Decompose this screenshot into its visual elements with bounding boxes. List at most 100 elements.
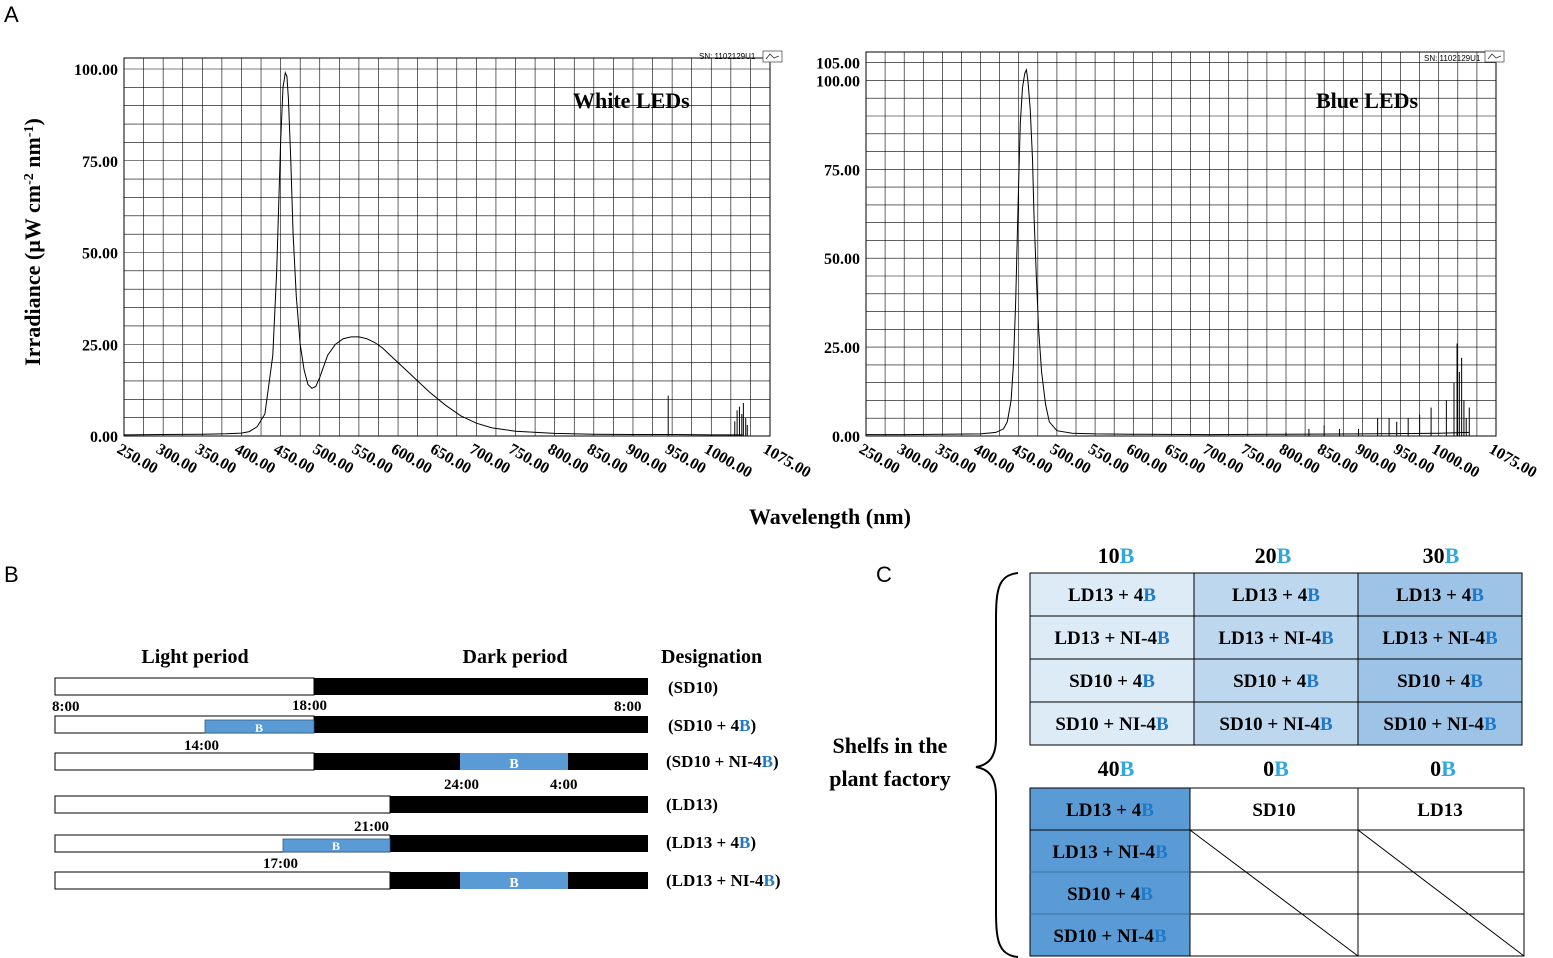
- x-tick-label: 350.00: [192, 441, 239, 478]
- shelf-cell-label: SD10 + 4B: [1233, 671, 1319, 692]
- x-tick-label: 850.00: [1314, 441, 1361, 478]
- dark-bar: [390, 796, 648, 813]
- shelf-cell-label: SD10 + NI-4B: [1383, 714, 1497, 735]
- chart-title-blue: Blue LEDs: [1316, 88, 1419, 113]
- x-tick-label: 950.00: [1391, 441, 1438, 478]
- control-label: SD10: [1252, 800, 1295, 821]
- blue-bar-mark: B: [509, 757, 518, 772]
- blue-bar-mark: B: [332, 839, 340, 853]
- x-tick-label: 500.00: [310, 441, 357, 478]
- x-tick-label: 500.00: [1047, 441, 1094, 478]
- x-tick-label: 350.00: [932, 441, 979, 478]
- shelf-header: 20B: [1255, 543, 1292, 568]
- time-label: 17:00: [263, 856, 298, 872]
- x-axis-title: Wavelength (nm): [749, 504, 911, 529]
- y-tick-label: 75.00: [824, 162, 860, 179]
- time-label: 24:00: [444, 777, 479, 793]
- shelf-header: 0B: [1430, 756, 1456, 781]
- dark-bar: [390, 835, 648, 852]
- top-cell-labels: LD13 + 4B LD13 + NI-4B SD10 + 4B SD10 + NI-…: [1054, 585, 1498, 735]
- designation-label: (LD13 + NI-4B): [666, 871, 781, 890]
- x-tick-label: 250.00: [856, 441, 903, 478]
- time-label: 8:00: [614, 699, 642, 715]
- y-tick-label: 100.00: [74, 62, 118, 79]
- shelf-cell-label: SD10 + 4B: [1067, 884, 1153, 905]
- x-tick-label: 400.00: [971, 441, 1018, 478]
- shelf-cell-label: LD13 + NI-4B: [1054, 628, 1170, 649]
- x-tick-labels: 250.00300.00350.00400.00450.00500.00550.…: [114, 441, 814, 482]
- noise-spikes: [1285, 343, 1470, 436]
- spectrum-line: [123, 70, 743, 436]
- designation-label: (SD10): [668, 678, 718, 697]
- shelf-grid-lines: [1029, 787, 1525, 957]
- shelf-cell-label: SD10 + NI-4B: [1053, 926, 1167, 947]
- x-tick-label: 1075.00: [760, 441, 814, 482]
- shelf-header: 0B: [1263, 756, 1289, 781]
- x-tick-label: 900.00: [623, 441, 670, 478]
- x-tick-label: 950.00: [662, 441, 709, 478]
- y-tick-label: 75.00: [82, 154, 118, 171]
- light-period-header: Light period: [141, 646, 248, 668]
- legend-glyph-icon: [1487, 53, 1502, 60]
- noise-spikes: [667, 395, 748, 436]
- y-tick-label: 0.00: [90, 429, 118, 446]
- x-tick-label: 400.00: [231, 441, 278, 478]
- shelf-cell-label: LD13 + 4B: [1066, 800, 1154, 821]
- shelf-header: 40B: [1098, 756, 1135, 781]
- shelf-caption-line2: plant factory: [829, 766, 951, 791]
- x-tick-label: 1000.00: [701, 441, 755, 482]
- shelf-cell-label: LD13 + 4B: [1068, 585, 1156, 606]
- dark-bar: [314, 716, 648, 733]
- serial-number: SN: 1102129U1: [699, 52, 756, 61]
- designation-label: (LD13 + 4B): [666, 833, 756, 852]
- dark-bar: [314, 678, 648, 695]
- y-tick-label: 25.00: [82, 337, 118, 354]
- shelf-cell-label: SD10 + 4B: [1397, 671, 1483, 692]
- time-label: 14:00: [184, 738, 219, 754]
- chart-frame: [123, 57, 771, 437]
- light-bar: [54, 752, 315, 771]
- blue-light-bar: [204, 719, 315, 734]
- x-tick-label: 800.00: [1276, 441, 1323, 478]
- brace-icon: [975, 572, 1019, 958]
- x-tick-label: 250.00: [114, 441, 161, 478]
- designation-label: (LD13): [666, 795, 718, 814]
- blue-bar-mark: B: [509, 876, 518, 891]
- bottom-cell-labels: LD13 + 4B LD13 + NI-4B SD10 + 4B SD10 + NI-…: [1052, 800, 1168, 947]
- grid-lines: [866, 52, 1496, 436]
- y-tick-label: 105.00: [816, 56, 860, 73]
- panel-label-c: C: [876, 562, 892, 587]
- y-tick-labels: 0.00 25.00 50.00 75.00 100.00: [74, 62, 118, 446]
- x-tick-label: 450.00: [1009, 441, 1056, 478]
- shelf-cell-label: SD10 + NI-4B: [1219, 714, 1333, 735]
- x-tick-labels: 250.00300.00350.00400.00450.00500.00550.…: [856, 441, 1540, 482]
- panel-label-a: A: [4, 2, 19, 27]
- shelf-cell-label: SD10 + NI-4B: [1055, 714, 1169, 735]
- chart-white-leds: 0.00 25.00 50.00 75.00 100.00 250.00300.0035…: [74, 50, 814, 482]
- x-tick-label: 700.00: [466, 441, 513, 478]
- y-tick-label: 100.00: [816, 73, 860, 90]
- y-tick-label: 50.00: [824, 251, 860, 268]
- x-tick-label: 550.00: [349, 441, 396, 478]
- panel-label-b: B: [4, 562, 19, 587]
- legend-glyph-icon: [765, 53, 780, 60]
- control-label: LD13: [1417, 800, 1462, 821]
- shelf-cell-label: LD13 + NI-4B: [1218, 628, 1334, 649]
- chart-frame: [865, 51, 1497, 437]
- light-bar: [54, 795, 391, 814]
- x-tick-label: 700.00: [1200, 441, 1247, 478]
- x-tick-label: 600.00: [1123, 441, 1170, 478]
- blue-light-bar: [460, 753, 568, 770]
- time-label: 8:00: [52, 699, 80, 715]
- x-tick-label: 300.00: [153, 441, 200, 478]
- blue-light-bar: [282, 838, 391, 853]
- shelf-header: 10B: [1098, 543, 1135, 568]
- spectrum-line: [866, 68, 1470, 436]
- time-label: 21:00: [354, 819, 389, 835]
- designation-header: Designation: [661, 646, 762, 668]
- photoperiod-schedule: Light period Dark period Designation (SD…: [52, 646, 781, 891]
